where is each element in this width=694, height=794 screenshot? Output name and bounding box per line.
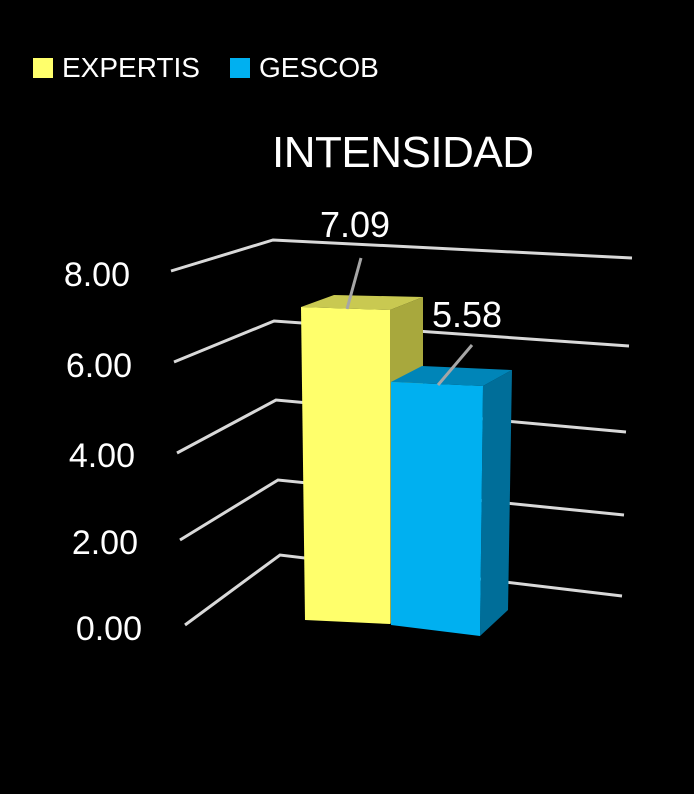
legend-item-expertis: EXPERTIS — [33, 52, 200, 84]
chart-title: INTENSIDAD — [272, 128, 534, 177]
y-tick-0: 0.00 — [76, 610, 142, 648]
bar-gescob — [391, 366, 512, 636]
y-tick-8: 8.00 — [64, 256, 130, 294]
data-label-expertis: 7.09 — [320, 204, 390, 245]
legend-item-gescob: GESCOB — [229, 52, 379, 84]
legend-label-gescob: GESCOB — [258, 52, 379, 83]
gridline-6 — [173, 319, 630, 364]
data-label-gescob: 5.58 — [432, 294, 502, 335]
legend-swatch-gescob — [229, 58, 250, 78]
y-tick-4: 4.00 — [69, 437, 135, 475]
chart-legend: EXPERTIS GESCOB — [33, 52, 409, 84]
y-tick-2: 2.00 — [72, 524, 138, 562]
y-tick-6: 6.00 — [66, 347, 132, 385]
legend-swatch-expertis — [33, 58, 53, 78]
leader-line-gescob — [436, 344, 474, 386]
legend-label-expertis: EXPERTIS — [62, 52, 200, 83]
y-axis-labels: 0.00 2.00 4.00 6.00 8.00 — [64, 256, 142, 648]
leader-line-expertis — [345, 257, 363, 310]
gridline-8 — [170, 238, 633, 273]
